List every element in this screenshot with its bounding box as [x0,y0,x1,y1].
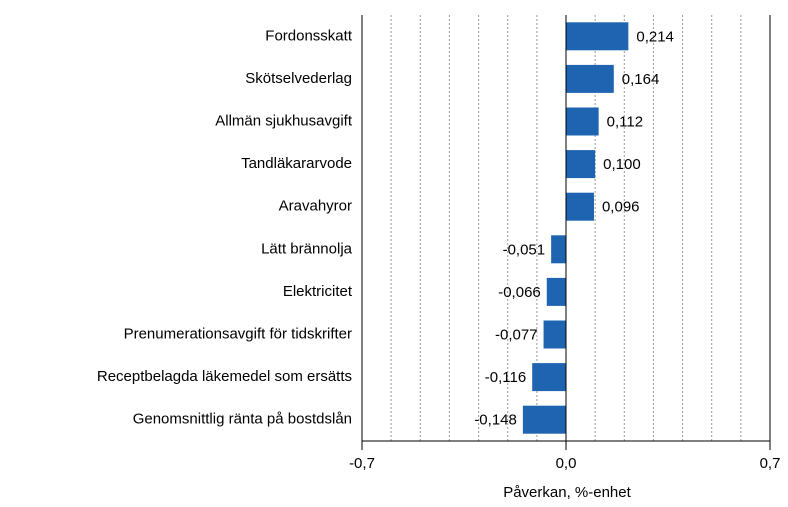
y-tick-label: Aravahyror [279,198,352,215]
bar [551,235,566,264]
bar [566,150,596,179]
y-tick-label: Tandläkararvode [241,155,352,172]
bar [546,277,566,306]
bar [566,107,599,136]
data-label: -0,066 [498,284,541,301]
data-label: -0,077 [495,326,538,343]
bar [522,405,566,434]
data-label: 0,112 [607,113,643,130]
bar [566,192,594,221]
y-tick-label: Fordonsskatt [265,27,353,44]
data-label: 0,100 [603,156,641,173]
bar [543,320,566,349]
data-label: -0,116 [485,369,526,386]
y-tick-label: Allmän sjukhusavgift [215,112,353,129]
y-tick-label: Lätt brännolja [261,240,353,257]
data-label: 0,096 [602,199,640,216]
data-label: -0,051 [503,241,546,258]
bar [532,363,566,392]
x-tick-label: -0,7 [349,455,375,472]
y-tick-label: Genomsnittlig ränta på bostdslån [133,411,352,428]
x-tick-label: 0,0 [556,455,577,472]
bar [566,64,614,93]
y-tick-label: Receptbelagda läkemedel som ersätts [97,368,352,385]
bar [566,22,629,51]
data-label: 0,214 [636,28,674,45]
y-tick-label: Prenumerationsavgift för tidskrifter [124,325,352,342]
data-label: 0,164 [622,71,660,88]
data-label: -0,148 [474,412,517,429]
y-tick-label: Skötselvederlag [245,70,352,87]
y-tick-label: Elektricitet [283,283,353,300]
x-axis-title: Påverkan, %-enhet [503,484,631,501]
x-tick-label: 0,7 [760,455,781,472]
